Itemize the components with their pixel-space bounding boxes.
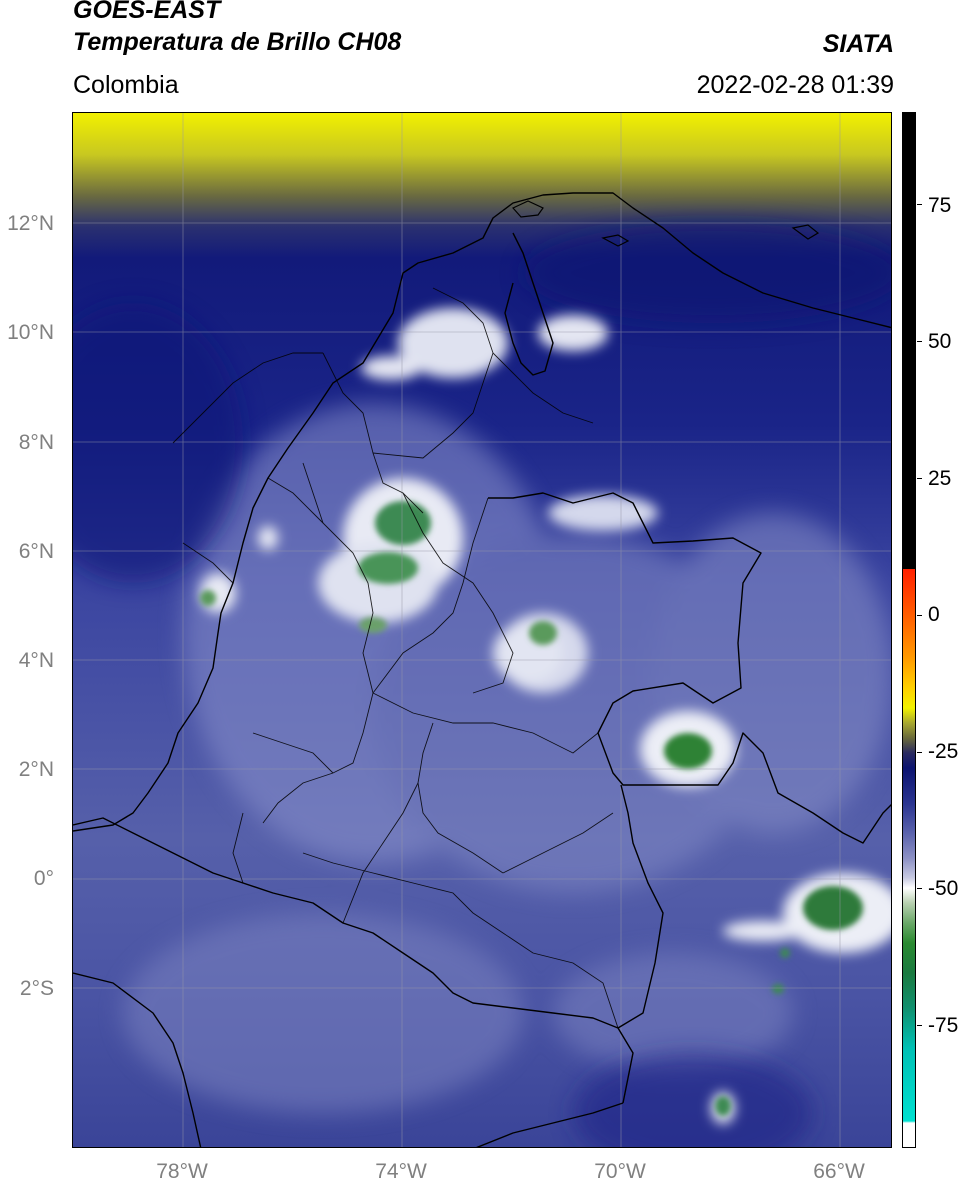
- department-borders: [172, 287, 619, 1029]
- colorbar-tick-label: -25: [928, 740, 959, 763]
- colorbar-tick-mark: [917, 752, 922, 753]
- lat-tick-label: 10°N: [7, 321, 54, 344]
- lat-tick-label: 0°: [33, 867, 54, 890]
- colorbar-tick-label: 25: [928, 467, 952, 490]
- colorbar-tick-label: -50: [928, 877, 959, 900]
- colorbar-tick-label: 75: [928, 194, 952, 217]
- map-canvas: [73, 113, 891, 1147]
- lat-tick-label: 6°N: [18, 540, 54, 563]
- lon-tick-label: 66°W: [813, 1160, 865, 1183]
- lat-tick-label: 2°S: [19, 977, 54, 1000]
- colorbar-tick-mark: [917, 615, 922, 616]
- colorbar-tick-label: 50: [928, 330, 952, 353]
- lon-tick-label: 70°W: [594, 1160, 646, 1183]
- lon-tick-label: 74°W: [375, 1160, 427, 1183]
- colorbar: [902, 112, 916, 1148]
- country-borders: [73, 192, 891, 1147]
- organization-label: SIATA: [822, 30, 894, 58]
- island-outlines: [512, 200, 820, 247]
- lat-tick-label: 4°N: [18, 649, 54, 672]
- dry-bands: [73, 223, 891, 1147]
- colorbar-tick-mark: [917, 888, 922, 889]
- datetime-label: 2022-02-28 01:39: [696, 71, 894, 99]
- colorbar-tick-label: -75: [928, 1014, 959, 1037]
- lat-tick-label: 2°N: [18, 758, 54, 781]
- lat-tick-label: 8°N: [18, 431, 54, 454]
- satellite-map[interactable]: [72, 112, 892, 1148]
- satellite-title: GOES-EAST: [73, 0, 221, 24]
- product-title: Temperatura de Brillo CH08: [73, 28, 402, 56]
- colorbar-tick-mark: [917, 1025, 922, 1026]
- colorbar-tick-mark: [917, 204, 922, 205]
- lon-tick-label: 78°W: [156, 1160, 208, 1183]
- lat-tick-label: 12°N: [7, 212, 54, 235]
- colorbar-tick-mark: [917, 341, 922, 342]
- colorbar-tick-label: 0: [928, 603, 940, 626]
- cold-cloud-cores: [200, 501, 863, 1116]
- colorbar-tick-mark: [917, 478, 922, 479]
- region-label: Colombia: [73, 71, 179, 99]
